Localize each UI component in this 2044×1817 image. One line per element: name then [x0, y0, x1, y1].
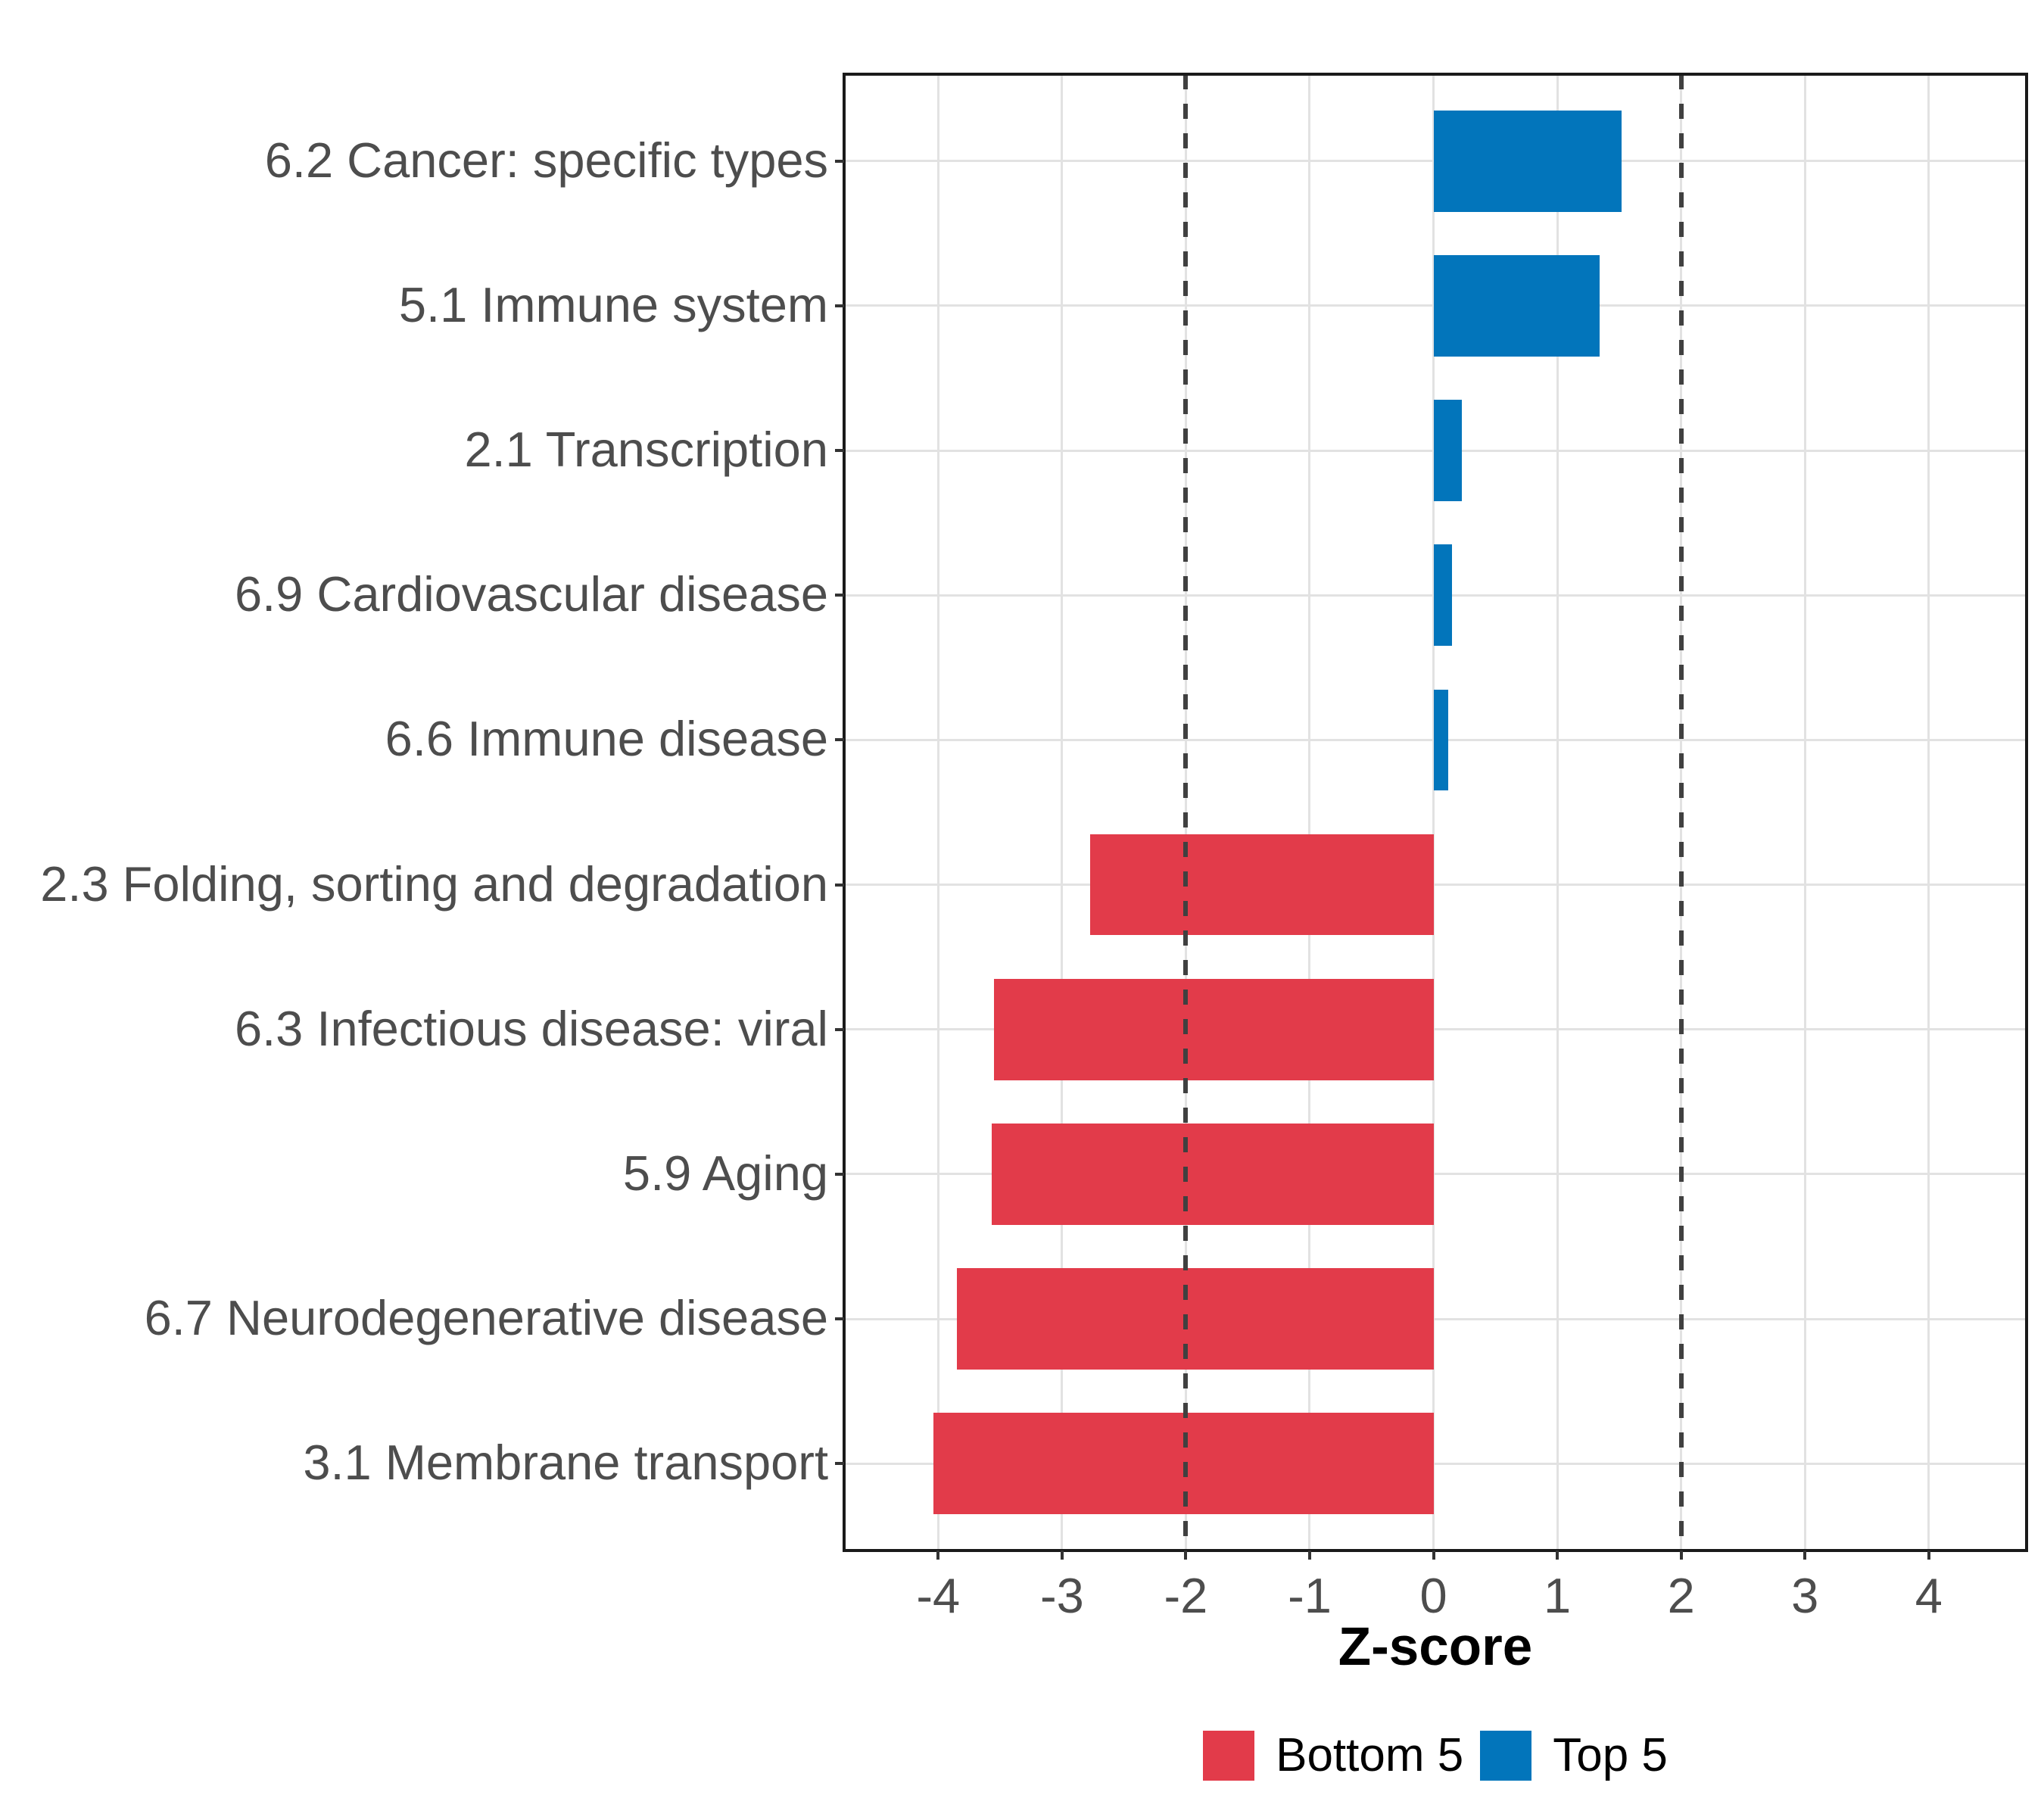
bar-top5: [1433, 544, 1453, 647]
x-tick-label: 0: [1419, 1568, 1447, 1623]
y-tick-mark: [835, 1462, 844, 1466]
h-gridline: [844, 1462, 2027, 1465]
x-tick-mark: [1803, 1551, 1807, 1560]
x-tick-label: 3: [1791, 1568, 1819, 1623]
legend: Bottom 5 Top 5: [844, 1728, 2027, 1782]
h-gridline: [844, 1173, 2027, 1176]
v-gridline: [1803, 74, 1806, 1551]
y-axis-label: 6.7 Neurodegenerative disease: [144, 1290, 828, 1346]
x-tick-mark: [1556, 1551, 1559, 1560]
legend-label: Bottom 5: [1276, 1729, 1464, 1781]
reference-line: [1183, 74, 1189, 1551]
x-tick-label: -3: [1039, 1568, 1084, 1623]
h-gridline: [844, 1317, 2027, 1320]
x-tick-mark: [1060, 1551, 1064, 1560]
y-tick-mark: [835, 159, 844, 163]
bar-top5: [1433, 689, 1449, 791]
y-tick-mark: [835, 883, 844, 887]
y-axis-label: 5.9 Aging: [622, 1145, 828, 1201]
bar-bottom5: [956, 1268, 1434, 1370]
legend-item: Bottom 5: [1203, 1728, 1463, 1782]
y-tick-mark: [835, 594, 844, 597]
y-axis-label: 5.1 Immune system: [398, 277, 828, 333]
x-tick-mark: [936, 1551, 940, 1560]
x-tick-label: 1: [1544, 1568, 1572, 1623]
legend-label: Top 5: [1553, 1729, 1668, 1781]
bar-top5: [1433, 110, 1622, 212]
legend-swatch-top5: [1480, 1730, 1532, 1781]
x-tick-mark: [1679, 1551, 1683, 1560]
y-axis-label: 2.3 Folding, sorting and degradation: [40, 856, 828, 912]
y-tick-mark: [835, 738, 844, 742]
x-tick-label: 2: [1667, 1568, 1695, 1623]
reference-line: [1678, 74, 1684, 1551]
bar-bottom5: [993, 978, 1434, 1080]
legend-swatch-bottom5: [1203, 1730, 1255, 1781]
x-tick-mark: [1432, 1551, 1435, 1560]
y-tick-mark: [835, 1027, 844, 1031]
y-axis-label: 6.3 Infectious disease: viral: [234, 1000, 828, 1056]
h-gridline: [844, 884, 2027, 887]
legend-item: Top 5: [1480, 1728, 1668, 1782]
v-gridline: [1432, 74, 1435, 1551]
v-gridline: [1061, 74, 1064, 1551]
y-tick-mark: [835, 449, 844, 453]
bar-bottom5: [991, 1124, 1434, 1225]
x-tick-label: 4: [1915, 1568, 1943, 1623]
y-tick-mark: [835, 1317, 844, 1321]
h-gridline: [844, 1028, 2027, 1031]
bar-top5: [1433, 254, 1600, 357]
x-tick-mark: [1184, 1551, 1188, 1560]
x-tick-label: -4: [916, 1568, 961, 1623]
panel-border: [843, 73, 2028, 1552]
y-axis-label: 2.1 Transcription: [464, 422, 828, 478]
x-tick-label: -2: [1164, 1568, 1208, 1623]
x-tick-mark: [1927, 1551, 1930, 1560]
v-gridline: [1927, 74, 1930, 1551]
y-axis-label: 6.9 Cardiovascular disease: [234, 566, 828, 622]
bar-bottom5: [933, 1413, 1434, 1515]
bar-bottom5: [1090, 834, 1434, 936]
bar-top5: [1433, 400, 1463, 501]
y-tick-mark: [835, 1172, 844, 1176]
v-gridline: [1556, 74, 1559, 1551]
y-axis-label: 6.2 Cancer: specific types: [264, 132, 828, 188]
v-gridline: [1308, 74, 1311, 1551]
v-gridline: [936, 74, 939, 1551]
y-axis-label: 3.1 Membrane transport: [303, 1435, 828, 1491]
x-tick-label: -1: [1288, 1568, 1332, 1623]
x-tick-mark: [1307, 1551, 1311, 1560]
x-axis-title: Z-score: [1338, 1617, 1533, 1677]
y-tick-mark: [835, 304, 844, 307]
y-axis-label: 6.6 Immune disease: [385, 711, 828, 767]
